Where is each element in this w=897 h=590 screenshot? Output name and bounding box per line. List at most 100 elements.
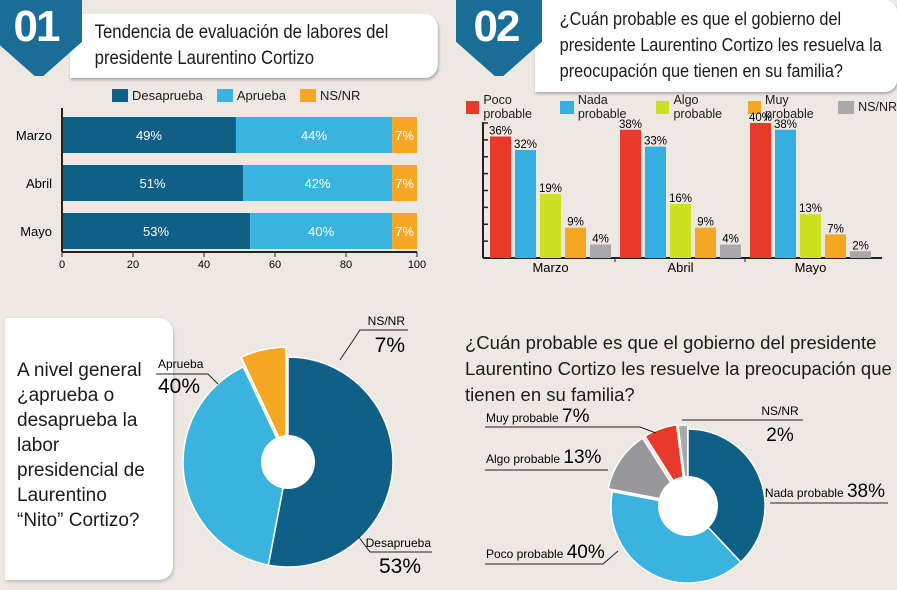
data-label: 51% xyxy=(140,176,166,191)
x-tick-label: 0 xyxy=(59,259,65,271)
leader-line xyxy=(357,535,432,553)
bar-segment xyxy=(392,213,417,249)
pie-slice xyxy=(267,356,394,568)
data-label: 7% xyxy=(395,128,414,143)
data-label: 7% xyxy=(395,224,414,239)
bar xyxy=(800,214,821,258)
legend-label: Aprueba xyxy=(236,88,286,103)
data-label: 13% xyxy=(799,203,822,215)
data-label: 44% xyxy=(301,128,327,143)
data-label: 2% xyxy=(852,240,869,252)
data-label: 4% xyxy=(722,234,739,246)
legend-label: NS/NR xyxy=(319,88,361,103)
category-label: Marzo xyxy=(532,260,568,275)
legend-label: NS/NR xyxy=(858,100,897,114)
slice-value: 53% xyxy=(379,555,421,578)
legend-item: NS/NR xyxy=(838,100,897,114)
category-label: Mayo xyxy=(20,224,52,239)
chart1-stacked-bar: Marzo 49% 44% 7% Abril 51% 42% 7% Mayo 53% 40% 7% 0 2… xyxy=(16,108,426,271)
bar xyxy=(720,244,741,258)
slice-label: Muy probable 7% xyxy=(486,406,590,427)
category-label: Abril xyxy=(667,260,693,275)
slice-value: 7% xyxy=(375,334,405,357)
bar-segment xyxy=(235,117,393,153)
pie-slice xyxy=(687,428,766,564)
x-tick-label: 40 xyxy=(198,259,210,271)
x-tick-label: 20 xyxy=(127,259,139,271)
data-label: 38% xyxy=(619,119,642,131)
section3-question-panel: A nivel general ¿aprueba o desaprueba la… xyxy=(5,318,173,580)
bar xyxy=(590,244,611,258)
bar-segment xyxy=(392,117,417,153)
bar-segment xyxy=(392,165,417,201)
chart2-grouped-bar: 36%32%19%9%4%Marzo38%33%16%9%4%Abril40%3… xyxy=(482,112,882,275)
slice-label: Algo probable 13% xyxy=(486,447,602,468)
bar-segment xyxy=(62,117,236,153)
bar xyxy=(540,193,561,258)
data-label: 32% xyxy=(514,139,537,151)
legend-swatch xyxy=(656,100,670,114)
data-label: 36% xyxy=(489,126,512,138)
data-label: 40% xyxy=(308,224,334,239)
data-label: 9% xyxy=(567,217,584,229)
legend-item: Poco probable xyxy=(466,93,550,121)
category-label: Mayo xyxy=(795,260,827,275)
slice-label: NS/NR xyxy=(761,404,799,418)
bar-segment xyxy=(62,213,251,249)
bar xyxy=(670,204,691,258)
leader-line xyxy=(156,373,219,385)
slice-value: 40% xyxy=(158,375,200,398)
pie-slice xyxy=(182,365,289,567)
leader-line xyxy=(339,329,408,361)
data-label: 7% xyxy=(395,176,414,191)
data-label: 40% xyxy=(749,112,772,124)
x-tick-label: 60 xyxy=(269,259,281,271)
legend-item: Aprueba xyxy=(216,88,286,103)
slice-label: Nada probable 38% xyxy=(765,481,885,502)
chart3-donut: Aprueba 40% NS/NR 7% Desaprueba 53% xyxy=(156,314,432,578)
section2-title-box: ¿Cuán probable es que el gobierno del pr… xyxy=(535,0,897,92)
legend-swatch xyxy=(299,89,316,102)
bar xyxy=(515,150,536,258)
slice-label: NS/NR xyxy=(368,314,406,328)
bar xyxy=(775,129,796,258)
legend-label: Algo probable xyxy=(673,93,723,121)
legend-item: Algo probable xyxy=(656,93,738,121)
bar-segment xyxy=(62,165,244,201)
legend-item: Desaprueba xyxy=(112,88,203,103)
data-label: 53% xyxy=(143,224,169,239)
slice-label: Desaprueba xyxy=(366,536,432,550)
category-label: Abril xyxy=(26,176,52,191)
data-label: 4% xyxy=(592,234,609,246)
section1-title: Tendencia de evaluación de labores del p… xyxy=(94,22,389,69)
legend-swatch xyxy=(216,89,233,102)
section1-title-box: Tendencia de evaluación de labores del p… xyxy=(70,14,438,78)
section2-number: 02 xyxy=(473,2,521,51)
legend-swatch xyxy=(747,100,762,114)
section4-question: ¿Cuán probable es que el gobierno del pr… xyxy=(465,332,892,405)
bar-segment xyxy=(250,213,393,249)
legend-swatch xyxy=(838,100,855,114)
bar xyxy=(850,251,871,258)
donut-hole xyxy=(658,476,718,536)
pie-slice xyxy=(610,490,742,584)
data-label: 49% xyxy=(136,128,162,143)
bar xyxy=(825,234,846,258)
section2-title: ¿Cuán probable es que el gobierno del pr… xyxy=(559,8,882,81)
bar xyxy=(750,123,771,258)
leader-line xyxy=(485,550,619,565)
legend-item: Muy probable xyxy=(747,93,828,121)
section3-question: A nivel general ¿aprueba o desaprueba la… xyxy=(17,360,145,531)
data-label: 16% xyxy=(669,193,692,205)
legend-swatch xyxy=(112,89,128,102)
category-label: Marzo xyxy=(16,128,52,143)
bar xyxy=(620,129,641,258)
data-label: 33% xyxy=(644,136,667,148)
pie-slice xyxy=(240,346,287,453)
legend-label: Poco probable xyxy=(483,93,532,121)
slice-label: Poco probable 40% xyxy=(486,542,605,563)
chart1-legend: Desaprueba Aprueba NS/NR xyxy=(112,88,360,103)
x-tick-label: 80 xyxy=(340,259,352,271)
legend-swatch xyxy=(560,100,574,114)
slice-label: Aprueba xyxy=(158,357,204,371)
